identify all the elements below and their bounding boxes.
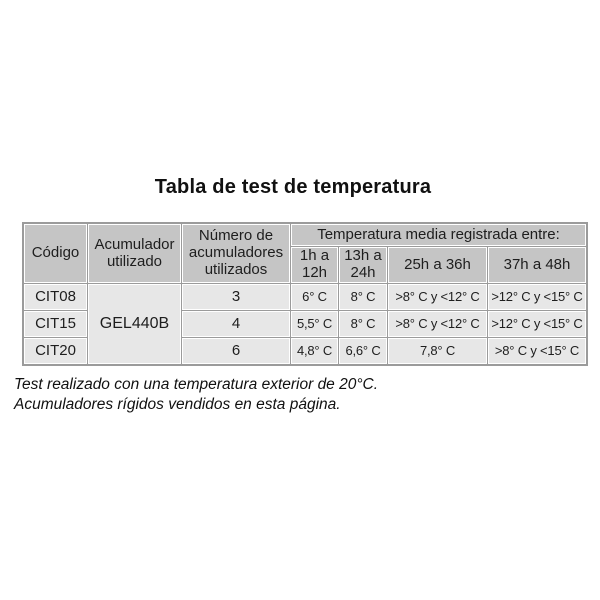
table-row-cit20: CIT20 6 4,8° C 6,6° C 7,8° C >8° C y <15… <box>24 338 586 364</box>
cell-numero-cit08: 3 <box>182 284 290 310</box>
cell-cit08-37h-48h: >12° C y <15° C <box>488 284 586 310</box>
header-cell-codigo: Código <box>24 224 87 283</box>
temperature-table: Código Acumulador utilizado Número de ac… <box>22 222 588 366</box>
cell-numero-cit15: 4 <box>182 311 290 337</box>
cell-cit20-13h-24h: 6,6° C <box>339 338 387 364</box>
footnote-exterior-temperature: Test realizado con una temperatura exter… <box>14 376 379 393</box>
cell-codigo-cit20: CIT20 <box>24 338 87 364</box>
header-cell-13h-24h: 13h a 24h <box>339 247 387 283</box>
cell-cit08-13h-24h: 8° C <box>339 284 387 310</box>
cell-cit08-1h-12h: 6° C <box>291 284 338 310</box>
cell-cit15-25h-36h: >8° C y <12° C <box>388 311 487 337</box>
cell-codigo-cit15: CIT15 <box>24 311 87 337</box>
cell-acumulador-gel440b: GEL440B <box>88 284 181 364</box>
table-row-cit15: CIT15 4 5,5° C 8° C >8° C y <12° C >12° … <box>24 311 586 337</box>
cell-cit15-37h-48h: >12° C y <15° C <box>488 311 586 337</box>
page-title: Tabla de test de temperatura <box>154 176 432 198</box>
footnote-accumulators-sold: Acumuladores rígidos vendidos en esta pá… <box>14 396 341 413</box>
cell-cit20-1h-12h: 4,8° C <box>291 338 338 364</box>
header-cell-1h-12h: 1h a 12h <box>291 247 338 283</box>
header-cell-temperatura-group: Temperatura media registrada entre: <box>291 224 586 246</box>
header-cell-numero: Número de acumuladores utilizados <box>182 224 290 283</box>
cell-cit08-25h-36h: >8° C y <12° C <box>388 284 487 310</box>
footnotes: Test realizado con una temperatura exter… <box>14 375 378 415</box>
cell-cit20-37h-48h: >8° C y <15° C <box>488 338 586 364</box>
cell-cit15-1h-12h: 5,5° C <box>291 311 338 337</box>
cell-cit15-13h-24h: 8° C <box>339 311 387 337</box>
header-cell-acumulador: Acumulador utilizado <box>88 224 181 283</box>
cell-cit20-25h-36h: 7,8° C <box>388 338 487 364</box>
cell-codigo-cit08: CIT08 <box>24 284 87 310</box>
cell-numero-cit20: 6 <box>182 338 290 364</box>
table-row-cit08: CIT08 GEL440B 3 6° C 8° C >8° C y <12° C… <box>24 284 586 364</box>
header-cell-37h-48h: 37h a 48h <box>488 247 586 283</box>
header-cell-25h-36h: 25h a 36h <box>388 247 487 283</box>
